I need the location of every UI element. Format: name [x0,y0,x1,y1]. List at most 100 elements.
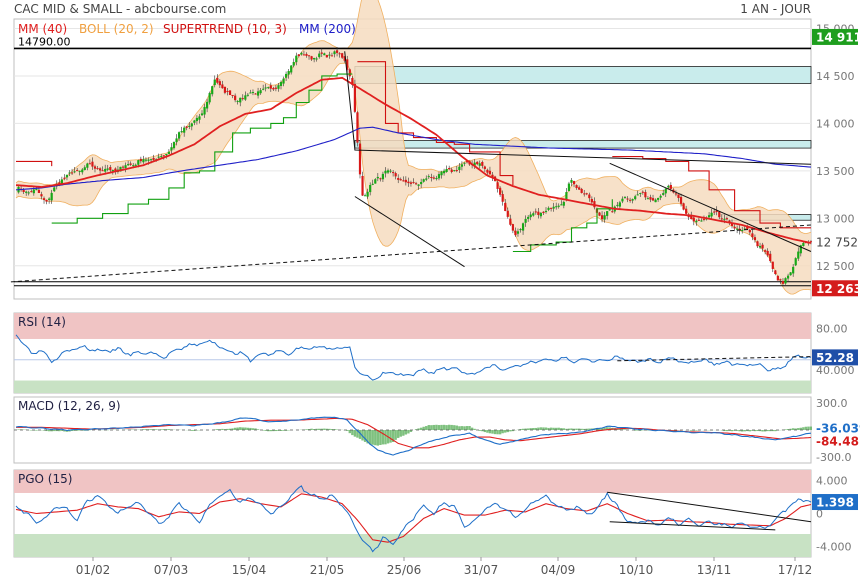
candle-body [522,223,524,230]
candle-body [481,162,483,166]
candle-body [122,167,124,168]
candle-body [23,190,25,192]
period-label: 1 AN - JOUR [740,2,811,16]
macd-hist-bar [305,429,307,430]
candle-body [519,229,521,230]
candle-body [540,213,542,216]
candle-body [652,198,654,200]
candle-body [79,171,81,172]
macd-hist-bar [489,430,491,433]
macd-hist-bar [53,430,55,431]
candle-body [588,195,590,199]
macd-hist-bar [468,426,470,430]
macd-hist-bar [463,426,465,430]
candle-body [102,170,104,171]
candle-body [38,190,40,193]
candle-body [507,211,509,217]
candle-body [751,233,753,237]
candle-body [339,53,341,54]
candle-body [127,164,129,165]
candle-body [397,178,399,180]
candle-body [267,87,269,88]
macd-hist-bar [377,430,379,446]
candle-body [517,231,519,233]
macd-hist-bar [433,425,435,430]
candle-body [277,85,279,89]
candle-body [639,193,641,194]
candle-body [341,53,343,57]
candle-body [221,84,223,88]
candle-body [632,199,634,200]
macd-hist-bar [168,429,170,430]
candle-body [288,71,290,75]
candle-body [270,85,272,88]
candle-body [428,176,430,177]
x-tick-label: 10/10 [619,563,654,577]
candle-body [201,113,203,115]
candle-body [158,157,160,158]
candle-body [749,230,751,232]
last-price-tag: 12 752 [816,235,858,249]
candle-body [145,160,147,161]
macd-hist-bar [400,430,402,437]
candle-body [573,181,575,184]
candle-body [364,195,366,196]
candle-body [754,237,756,240]
candle-body [310,56,312,59]
candle-body [405,180,407,182]
candle-body [96,168,98,169]
candle-body [435,178,437,179]
candle-body [453,170,455,171]
candle-body [430,177,432,178]
candle-body [642,192,644,193]
candle-body [723,219,725,220]
candle-body [94,166,96,168]
candle-body [262,89,264,90]
candle-body [181,131,183,132]
candle-body [104,169,106,172]
level-label: 14790.00 [18,35,71,48]
macd-hist-bar [234,428,236,430]
candle-body [89,163,91,164]
candle-body [560,204,562,205]
candle-body [254,94,256,95]
candle-body [420,182,422,184]
chart-title: CAC MID & SMALL - abcbourse.com [14,2,226,16]
candle-body [224,87,226,93]
x-tick-label: 25/06 [387,563,422,577]
candle-body [76,170,78,171]
candle-body [550,208,552,209]
candle-body [779,279,781,280]
candle-body [173,142,175,148]
x-tick-label: 01/02 [76,563,111,577]
rsi-overbought-zone [14,313,811,339]
macd-hist-bar [499,430,501,434]
candle-body [282,79,284,84]
pgo-lower-zone [14,534,811,557]
candle-body [303,54,305,55]
macd-hist-bar [466,426,468,430]
candle-body [68,173,70,174]
candle-body [203,107,205,115]
candle-body [604,215,606,219]
rsi-oversold-zone [14,381,811,393]
candle-body [764,250,766,252]
macd-hist-bar [275,430,277,431]
macd-hist-bar [397,430,399,438]
macd-hist-bar [428,425,430,430]
candle-body [280,82,282,86]
macd-hist-bar [394,430,396,440]
candle-body [237,101,239,102]
macd-hist-bar [440,425,442,430]
macd-hist-bar [425,426,427,430]
candle-body [677,194,679,198]
candle-body [374,179,376,183]
macd-hist-bar [448,425,450,430]
macd-hist-bar [805,427,807,430]
price-y-tick: 13 500 [816,165,855,178]
candle-body [175,138,177,142]
candle-body [359,144,361,175]
